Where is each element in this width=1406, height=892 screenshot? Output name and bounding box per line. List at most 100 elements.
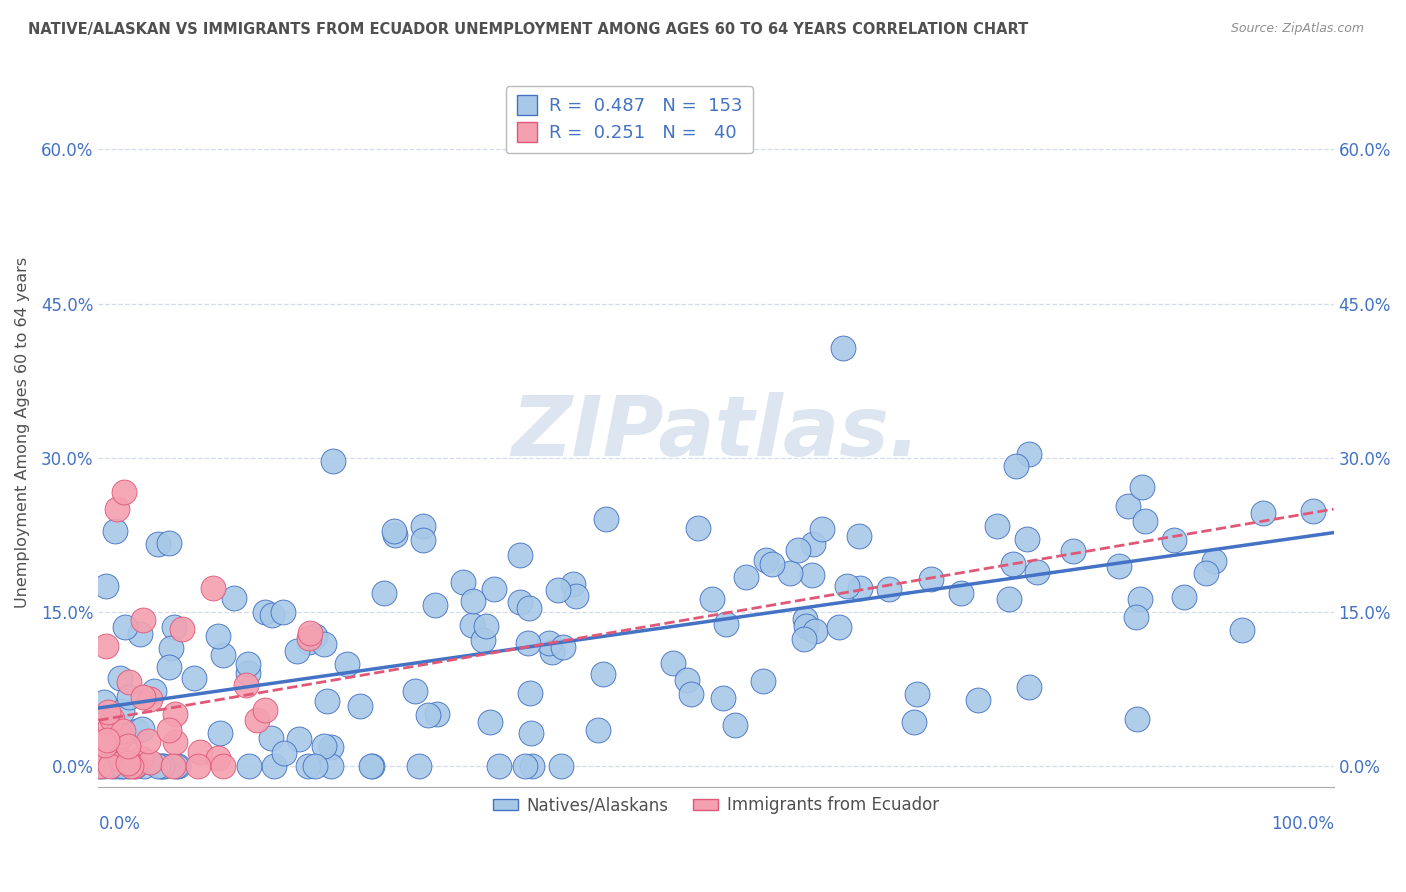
- Point: [1202, 554, 1225, 568]
- Point: [298, 631, 321, 645]
- Point: [1018, 680, 1040, 694]
- Point: [592, 667, 614, 681]
- Point: [111, 759, 134, 773]
- Point: [253, 605, 276, 619]
- Point: [1230, 623, 1253, 637]
- Point: [482, 582, 505, 596]
- Point: [222, 591, 245, 605]
- Point: [322, 453, 344, 467]
- Point: [98, 719, 121, 733]
- Point: [139, 755, 162, 769]
- Point: [520, 726, 543, 740]
- Point: [804, 624, 827, 639]
- Point: [129, 627, 152, 641]
- Point: [132, 613, 155, 627]
- Point: [98, 759, 121, 773]
- Point: [779, 566, 801, 580]
- Point: [201, 582, 224, 596]
- Point: [1125, 610, 1147, 624]
- Point: [124, 759, 146, 773]
- Point: [1018, 447, 1040, 461]
- Point: [509, 548, 531, 562]
- Point: [920, 573, 942, 587]
- Point: [312, 739, 335, 753]
- Point: [412, 533, 434, 547]
- Point: [382, 524, 405, 538]
- Point: [108, 672, 131, 686]
- Point: [110, 759, 132, 773]
- Point: [950, 586, 973, 600]
- Point: [828, 620, 851, 634]
- Y-axis label: Unemployment Among Ages 60 to 64 years: Unemployment Among Ages 60 to 64 years: [15, 257, 30, 607]
- Point: [131, 723, 153, 737]
- Point: [1108, 558, 1130, 573]
- Point: [110, 729, 132, 743]
- Point: [125, 723, 148, 738]
- Point: [207, 751, 229, 765]
- Point: [131, 690, 153, 705]
- Point: [246, 714, 269, 728]
- Point: [96, 732, 118, 747]
- Point: [117, 756, 139, 770]
- Point: [89, 759, 111, 773]
- Point: [288, 731, 311, 746]
- Point: [316, 694, 339, 708]
- Point: [1251, 507, 1274, 521]
- Point: [122, 759, 145, 773]
- Point: [848, 529, 870, 543]
- Point: [412, 519, 434, 533]
- Point: [1015, 532, 1038, 546]
- Point: [253, 703, 276, 717]
- Point: [165, 759, 187, 773]
- Point: [235, 678, 257, 692]
- Point: [131, 751, 153, 765]
- Point: [120, 759, 142, 773]
- Point: [408, 759, 430, 773]
- Point: [451, 574, 474, 589]
- Point: [1130, 480, 1153, 494]
- Point: [165, 735, 187, 749]
- Point: [298, 625, 321, 640]
- Point: [561, 577, 583, 591]
- Point: [1004, 458, 1026, 473]
- Point: [260, 731, 283, 746]
- Point: [1302, 504, 1324, 518]
- Point: [475, 618, 498, 632]
- Point: [150, 759, 173, 773]
- Point: [209, 726, 232, 740]
- Point: [163, 706, 186, 721]
- Point: [792, 632, 814, 646]
- Text: 0.0%: 0.0%: [98, 815, 141, 833]
- Point: [110, 753, 132, 767]
- Point: [238, 759, 260, 773]
- Point: [761, 557, 783, 571]
- Point: [236, 657, 259, 671]
- Point: [509, 595, 531, 609]
- Point: [905, 687, 928, 701]
- Point: [104, 733, 127, 747]
- Point: [118, 690, 141, 704]
- Point: [152, 759, 174, 773]
- Point: [104, 524, 127, 539]
- Point: [517, 636, 540, 650]
- Point: [238, 665, 260, 680]
- Point: [211, 648, 233, 662]
- Point: [114, 620, 136, 634]
- Point: [700, 591, 723, 606]
- Point: [349, 698, 371, 713]
- Point: [271, 605, 294, 619]
- Point: [831, 341, 853, 355]
- Point: [849, 581, 872, 595]
- Point: [117, 759, 139, 773]
- Point: [360, 759, 382, 773]
- Point: [686, 521, 709, 535]
- Point: [97, 706, 120, 720]
- Point: [103, 759, 125, 773]
- Point: [786, 543, 808, 558]
- Point: [111, 723, 134, 738]
- Point: [134, 759, 156, 773]
- Point: [105, 502, 128, 516]
- Point: [96, 579, 118, 593]
- Point: [93, 695, 115, 709]
- Point: [522, 759, 544, 773]
